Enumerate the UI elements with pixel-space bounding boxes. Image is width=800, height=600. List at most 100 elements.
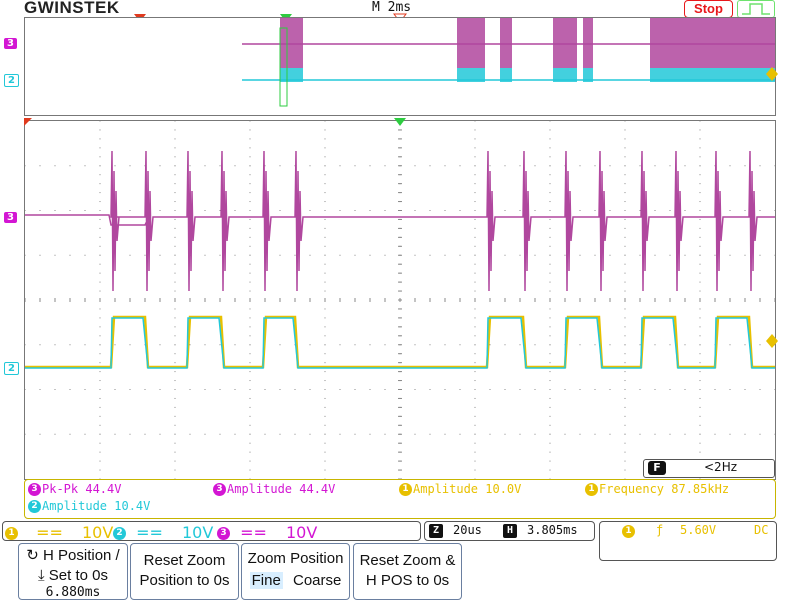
grid-dot: [219, 433, 221, 435]
grid-dot: [549, 389, 551, 390]
brand-logo: GWINSTEK: [24, 0, 120, 17]
ch3-ground-marker[interactable]: 3: [4, 212, 17, 223]
grid-dot: [99, 210, 101, 211]
grid-dot: [699, 335, 701, 337]
grid-dot: [99, 335, 101, 337]
grid-dot: [474, 281, 476, 283]
grid-dot: [249, 371, 251, 373]
grid-dot: [549, 326, 551, 328]
grid-dot: [114, 389, 116, 390]
grid-dot: [99, 326, 101, 328]
ch3-scale[interactable]: 3 == 10V: [217, 523, 317, 542]
grid-dot: [174, 236, 176, 238]
grid-dot: [174, 281, 176, 283]
grid-dot: [699, 281, 701, 283]
grid-dot: [309, 254, 311, 256]
ch1-badge: 1: [399, 483, 412, 496]
grid-dot: [99, 397, 101, 399]
grid-dot: [219, 210, 221, 211]
zoom-readout[interactable]: Z 20us H 3.805ms: [424, 521, 595, 541]
grid-dot: [729, 165, 731, 167]
main-center-marker: [394, 118, 406, 126]
grid-dot: [624, 174, 626, 176]
grid-dot: [24, 210, 26, 211]
grid-dot: [249, 353, 251, 355]
grid-dot: [324, 362, 326, 364]
grid-dot: [54, 210, 56, 211]
timebase-readout[interactable]: M 2ms: [372, 0, 412, 15]
ch2-ground-marker[interactable]: 2: [4, 362, 19, 375]
grid-dot: [369, 254, 371, 256]
grid-dot: [309, 433, 311, 435]
main-waveform-window[interactable]: [24, 120, 776, 480]
grid-dot: [474, 451, 476, 453]
reset-zoom-position-softkey[interactable]: Reset Zoom Position to 0s: [130, 543, 239, 600]
grid-dot: [249, 397, 251, 399]
grid-dot: [444, 389, 446, 390]
trigger-level-marker[interactable]: [766, 334, 778, 348]
grid-dot: [84, 165, 86, 167]
grid-dot: [39, 389, 41, 390]
grid-dot: [549, 147, 551, 149]
grid-dot: [324, 371, 326, 373]
overview-waveform-window[interactable]: [24, 17, 776, 116]
h-position-softkey[interactable]: ↻ H Position / ⤓ Set to 0s 6.880ms: [18, 543, 128, 600]
grid-dot: [639, 389, 641, 390]
grid-dot: [534, 389, 536, 390]
grid-dot: [99, 236, 101, 238]
grid-dot: [174, 317, 176, 319]
grid-dot: [129, 344, 131, 346]
grid-dot: [549, 335, 551, 337]
grid-dot: [474, 362, 476, 364]
overview-ch2-burst: [583, 68, 593, 82]
grid-dot: [249, 210, 251, 211]
zoom-position-coarse-option[interactable]: Coarse: [293, 572, 342, 589]
grid-dot: [99, 254, 101, 256]
grid-dot: [189, 389, 191, 390]
grid-dot: [324, 353, 326, 355]
overview-ch2-marker[interactable]: 2: [4, 74, 19, 87]
grid-dot: [249, 147, 251, 149]
grid-dot: [699, 263, 701, 265]
grid-dot: [624, 245, 626, 247]
grid-dot: [324, 147, 326, 149]
zoom-position-softkey[interactable]: Zoom Position Fine Coarse: [241, 543, 350, 600]
trigger-readout[interactable]: 1 ƒ 5.60V DC: [599, 521, 777, 561]
grid-dot: [174, 397, 176, 399]
ch2-badge: 2: [28, 500, 41, 513]
grid-dot: [474, 326, 476, 328]
grid-dot: [24, 344, 26, 346]
grid-dot: [474, 415, 476, 417]
grid-dot: [654, 210, 656, 211]
grid-dot: [99, 433, 101, 435]
zoom-position-fine-option[interactable]: Fine: [249, 572, 283, 589]
grid-dot: [774, 254, 776, 256]
grid-dot: [744, 389, 746, 390]
ch2-scale[interactable]: 2 == 10V: [113, 523, 213, 542]
trigger-level: 5.60V: [680, 523, 717, 537]
run-stop-status[interactable]: Stop: [684, 0, 733, 18]
grid-dot: [249, 442, 251, 444]
grid-dot: [174, 138, 176, 140]
grid-dot: [699, 442, 701, 444]
grid-dot: [324, 227, 326, 229]
grid-dot: [549, 138, 551, 140]
grid-dot: [474, 460, 476, 462]
grid-dot: [549, 317, 551, 319]
grid-dot: [549, 120, 551, 122]
grid-dot: [474, 442, 476, 444]
grid-dot: [504, 433, 506, 435]
grid-dot: [474, 156, 476, 158]
grid-dot: [609, 254, 611, 256]
grid-dot: [624, 201, 626, 203]
grid-dot: [69, 433, 71, 435]
ch1-scale[interactable]: 1 == 10V: [5, 523, 113, 542]
reset-zoom-hpos-softkey[interactable]: Reset Zoom & H POS to 0s: [353, 543, 462, 600]
grid-dot: [699, 210, 701, 211]
grid-dot: [324, 344, 326, 346]
grid-dot: [174, 353, 176, 355]
grid-dot: [249, 451, 251, 453]
overview-ch2-burst: [500, 68, 512, 82]
overview-ch3-marker[interactable]: 3: [4, 38, 17, 49]
grid-dot: [714, 389, 716, 390]
